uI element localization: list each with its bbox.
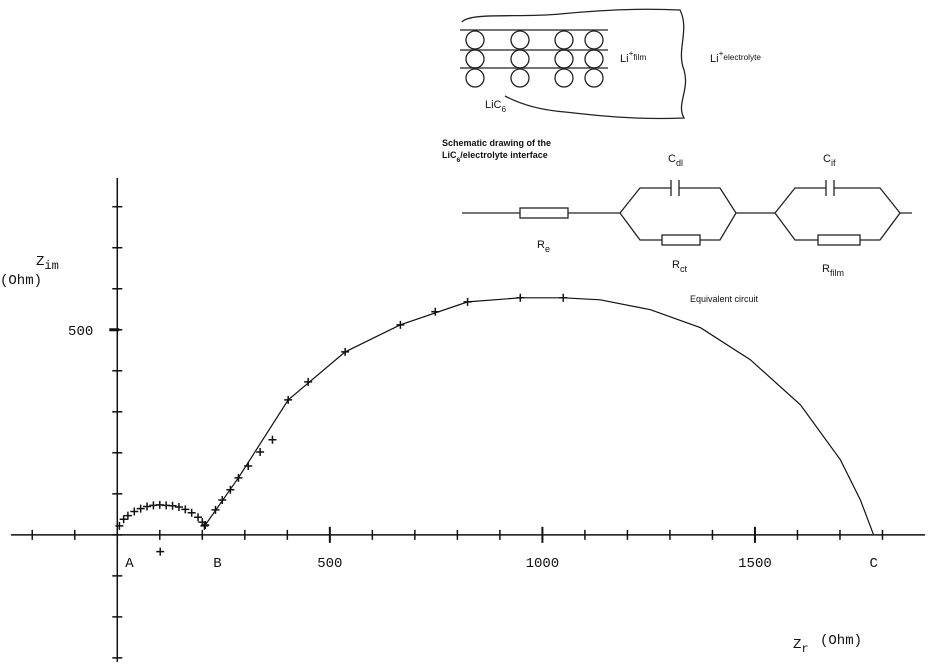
data-point xyxy=(124,512,132,520)
caption-line-part: /electrolyte interface xyxy=(460,150,548,160)
x-tick-label: 1000 xyxy=(526,556,560,572)
y-axis-label: Zim xyxy=(36,254,59,273)
lithium-ions xyxy=(466,31,603,87)
y-axis-label-part: Z xyxy=(36,254,44,270)
x-axis-unit: (Ohm) xyxy=(820,633,862,649)
y-axis-label-part: im xyxy=(44,259,58,273)
caption-line: LiC6/electrolyte interface xyxy=(442,150,548,164)
lic6-label-part: 6 xyxy=(502,105,507,114)
li-film-label: Li+film xyxy=(620,49,646,65)
re-label: Re xyxy=(537,239,550,254)
data-point xyxy=(120,515,128,523)
rct-label-part: R xyxy=(672,259,680,271)
rfilm-label-part: film xyxy=(830,268,844,278)
rct-label-part: ct xyxy=(680,264,688,274)
y-tick-label: 500 xyxy=(68,324,93,340)
inset-drawing xyxy=(460,9,912,245)
caption-line: Schematic drawing of the xyxy=(442,138,551,148)
data-point xyxy=(268,436,276,444)
caption-line-part: LiC xyxy=(442,150,457,160)
rct-label: Rct xyxy=(672,259,687,274)
lic6-label-part: LiC xyxy=(485,99,502,111)
circuit-caption: Equivalent circuit xyxy=(690,294,759,304)
li-electrolyte-label-part: electrolyte xyxy=(723,53,761,62)
point-label: A xyxy=(125,556,134,572)
point-label: C xyxy=(870,556,878,572)
rfilm-label-part: R xyxy=(822,263,830,275)
li-electrolyte-label: Li+electrolyte xyxy=(710,49,761,65)
data-point xyxy=(156,548,164,556)
y-axis-unit: (Ohm) xyxy=(0,273,42,289)
rfilm-label: Rfilm xyxy=(822,263,844,278)
cdl-label: Cdl xyxy=(668,153,683,168)
chart: 50010001500500Zim(Ohm)Zr(Ohm)ABCLi+filmL… xyxy=(0,0,933,669)
x-tick-label: 1500 xyxy=(738,556,772,572)
cdl-label-part: C xyxy=(668,153,676,165)
lic6-label: LiC6 xyxy=(485,99,507,114)
x-tick-label: 500 xyxy=(317,556,342,572)
re-label-part: e xyxy=(545,244,550,254)
x-axis-label-part: r xyxy=(801,642,808,656)
li-film-label-part: film xyxy=(633,53,646,62)
re-label-part: R xyxy=(537,239,545,251)
data-point xyxy=(194,513,202,521)
cdl-label-part: dl xyxy=(676,158,683,168)
cif-label-part: if xyxy=(831,158,836,168)
x-axis-label: Zr xyxy=(793,637,809,656)
cif-label-part: C xyxy=(823,153,831,165)
data-point xyxy=(169,502,177,510)
fit-curve xyxy=(205,298,873,535)
point-label: B xyxy=(213,556,221,572)
li-film-label-part: Li xyxy=(620,53,629,65)
li-electrolyte-label-part: Li xyxy=(710,53,719,65)
equivalent-circuit xyxy=(462,180,912,245)
x-axis-label-part: Z xyxy=(793,637,801,653)
cif-label: Cif xyxy=(823,153,836,168)
